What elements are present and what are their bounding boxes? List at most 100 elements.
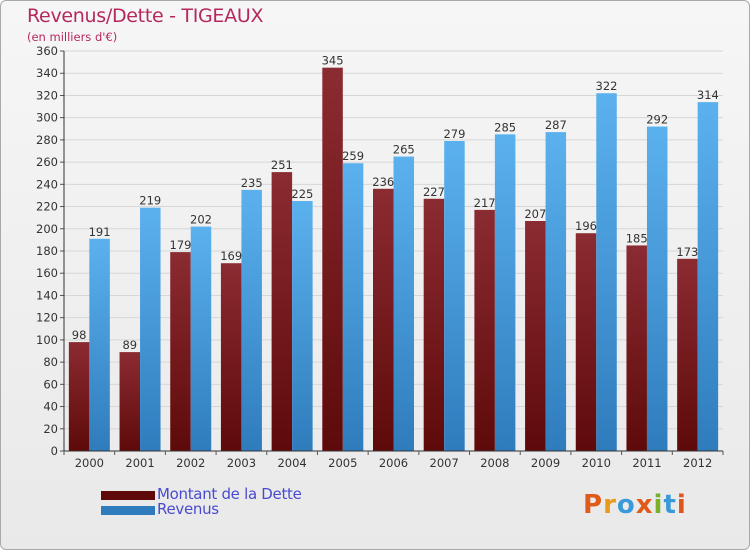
revenue-bar xyxy=(342,163,364,451)
data-label: 169 xyxy=(220,249,242,263)
x-tick-label: 2006 xyxy=(379,456,408,470)
x-tick-label: 2011 xyxy=(632,456,661,470)
logo-letter: t xyxy=(663,490,677,520)
debt-bar xyxy=(525,221,546,451)
data-label: 322 xyxy=(596,79,618,93)
data-label: 285 xyxy=(494,120,516,134)
data-label: 191 xyxy=(89,225,111,239)
y-tick-label: 260 xyxy=(36,155,58,169)
x-tick-label: 2010 xyxy=(582,456,611,470)
debt-bar xyxy=(626,245,647,451)
debt-bar xyxy=(322,67,343,452)
debt-bar xyxy=(423,198,445,451)
debt-bar xyxy=(271,172,293,451)
logo-letter: P xyxy=(583,490,604,520)
data-label: 89 xyxy=(122,338,137,352)
debt-bar xyxy=(575,233,597,451)
debt-bar xyxy=(474,209,495,451)
data-label: 202 xyxy=(190,213,212,227)
revenue-bar xyxy=(545,132,567,451)
y-tick-label: 280 xyxy=(36,133,58,147)
data-label: 236 xyxy=(372,175,394,189)
data-label: 287 xyxy=(545,118,567,132)
data-label: 98 xyxy=(72,328,87,342)
y-tick-label: 160 xyxy=(36,266,58,280)
debt-bar xyxy=(220,263,242,451)
revenue-bar xyxy=(89,238,110,451)
data-label: 207 xyxy=(524,207,546,221)
y-tick-label: 0 xyxy=(51,444,58,458)
data-label: 265 xyxy=(393,143,415,157)
y-tick-label: 20 xyxy=(43,422,58,436)
revenue-bar xyxy=(241,189,262,451)
chart-title: Revenus/Dette - TIGEAUX xyxy=(27,5,264,27)
revenue-bar xyxy=(646,126,668,452)
revenue-bar xyxy=(140,207,161,451)
x-tick-label: 2009 xyxy=(531,456,560,470)
data-label: 235 xyxy=(241,176,263,190)
legend-label-revenue: Revenus xyxy=(157,500,219,518)
x-tick-label: 2003 xyxy=(227,456,256,470)
logo-letter: i xyxy=(676,490,687,520)
revenue-bar xyxy=(190,226,212,451)
y-tick-label: 300 xyxy=(36,111,58,125)
data-label: 279 xyxy=(443,127,465,141)
proxiti-logo: Proxiti xyxy=(583,490,687,520)
debt-bar xyxy=(677,258,698,451)
debt-bar xyxy=(373,188,394,451)
x-tick-label: 2008 xyxy=(480,456,509,470)
legend-label-debt: Montant de la Dette xyxy=(157,485,302,503)
legend-swatch-revenue xyxy=(101,506,155,515)
y-tick-label: 220 xyxy=(36,200,58,214)
y-tick-label: 120 xyxy=(36,311,58,325)
data-label: 251 xyxy=(271,158,293,172)
y-tick-label: 180 xyxy=(36,244,58,258)
y-tick-label: 80 xyxy=(43,355,58,369)
data-label: 196 xyxy=(575,219,597,233)
chart-subtitle: (en milliers d'€) xyxy=(27,30,118,44)
y-tick-label: 360 xyxy=(36,44,58,58)
logo-letter: i xyxy=(653,490,664,520)
x-tick-label: 2001 xyxy=(125,456,154,470)
data-label: 225 xyxy=(291,187,313,201)
x-tick-label: 2007 xyxy=(430,456,459,470)
data-label: 227 xyxy=(423,185,445,199)
data-label: 259 xyxy=(342,149,364,163)
debt-bar xyxy=(68,342,90,451)
y-tick-label: 340 xyxy=(36,66,58,80)
x-tick-label: 2000 xyxy=(75,456,104,470)
y-tick-label: 40 xyxy=(43,400,58,414)
debt-bar xyxy=(170,252,191,451)
legend-swatch-debt xyxy=(101,491,155,500)
x-tick-label: 2012 xyxy=(683,456,712,470)
logo-letter: r xyxy=(603,490,617,520)
revenue-bar xyxy=(393,156,414,452)
data-label: 217 xyxy=(474,196,496,210)
y-tick-label: 140 xyxy=(36,288,58,302)
data-label: 292 xyxy=(646,113,668,127)
data-label: 345 xyxy=(322,54,344,68)
revenue-bar xyxy=(292,201,313,451)
y-tick-label: 200 xyxy=(36,222,58,236)
logo-letter: o xyxy=(616,490,636,520)
data-label: 185 xyxy=(626,231,648,245)
revenue-bar xyxy=(494,134,516,452)
y-tick-label: 100 xyxy=(36,333,58,347)
debt-bar xyxy=(119,352,141,451)
x-tick-label: 2004 xyxy=(277,456,306,470)
data-label: 179 xyxy=(170,238,192,252)
x-tick-label: 2005 xyxy=(328,456,357,470)
data-label: 219 xyxy=(139,194,161,208)
revenue-bar xyxy=(444,141,465,451)
revenue-bar xyxy=(596,93,617,451)
revenue-bar xyxy=(697,102,719,451)
logo-letter: x xyxy=(635,490,654,520)
data-label: 173 xyxy=(676,245,698,259)
x-tick-label: 2002 xyxy=(176,456,205,470)
y-tick-label: 320 xyxy=(36,88,58,102)
y-tick-label: 240 xyxy=(36,177,58,191)
data-label: 314 xyxy=(697,88,719,102)
y-tick-label: 60 xyxy=(43,377,58,391)
